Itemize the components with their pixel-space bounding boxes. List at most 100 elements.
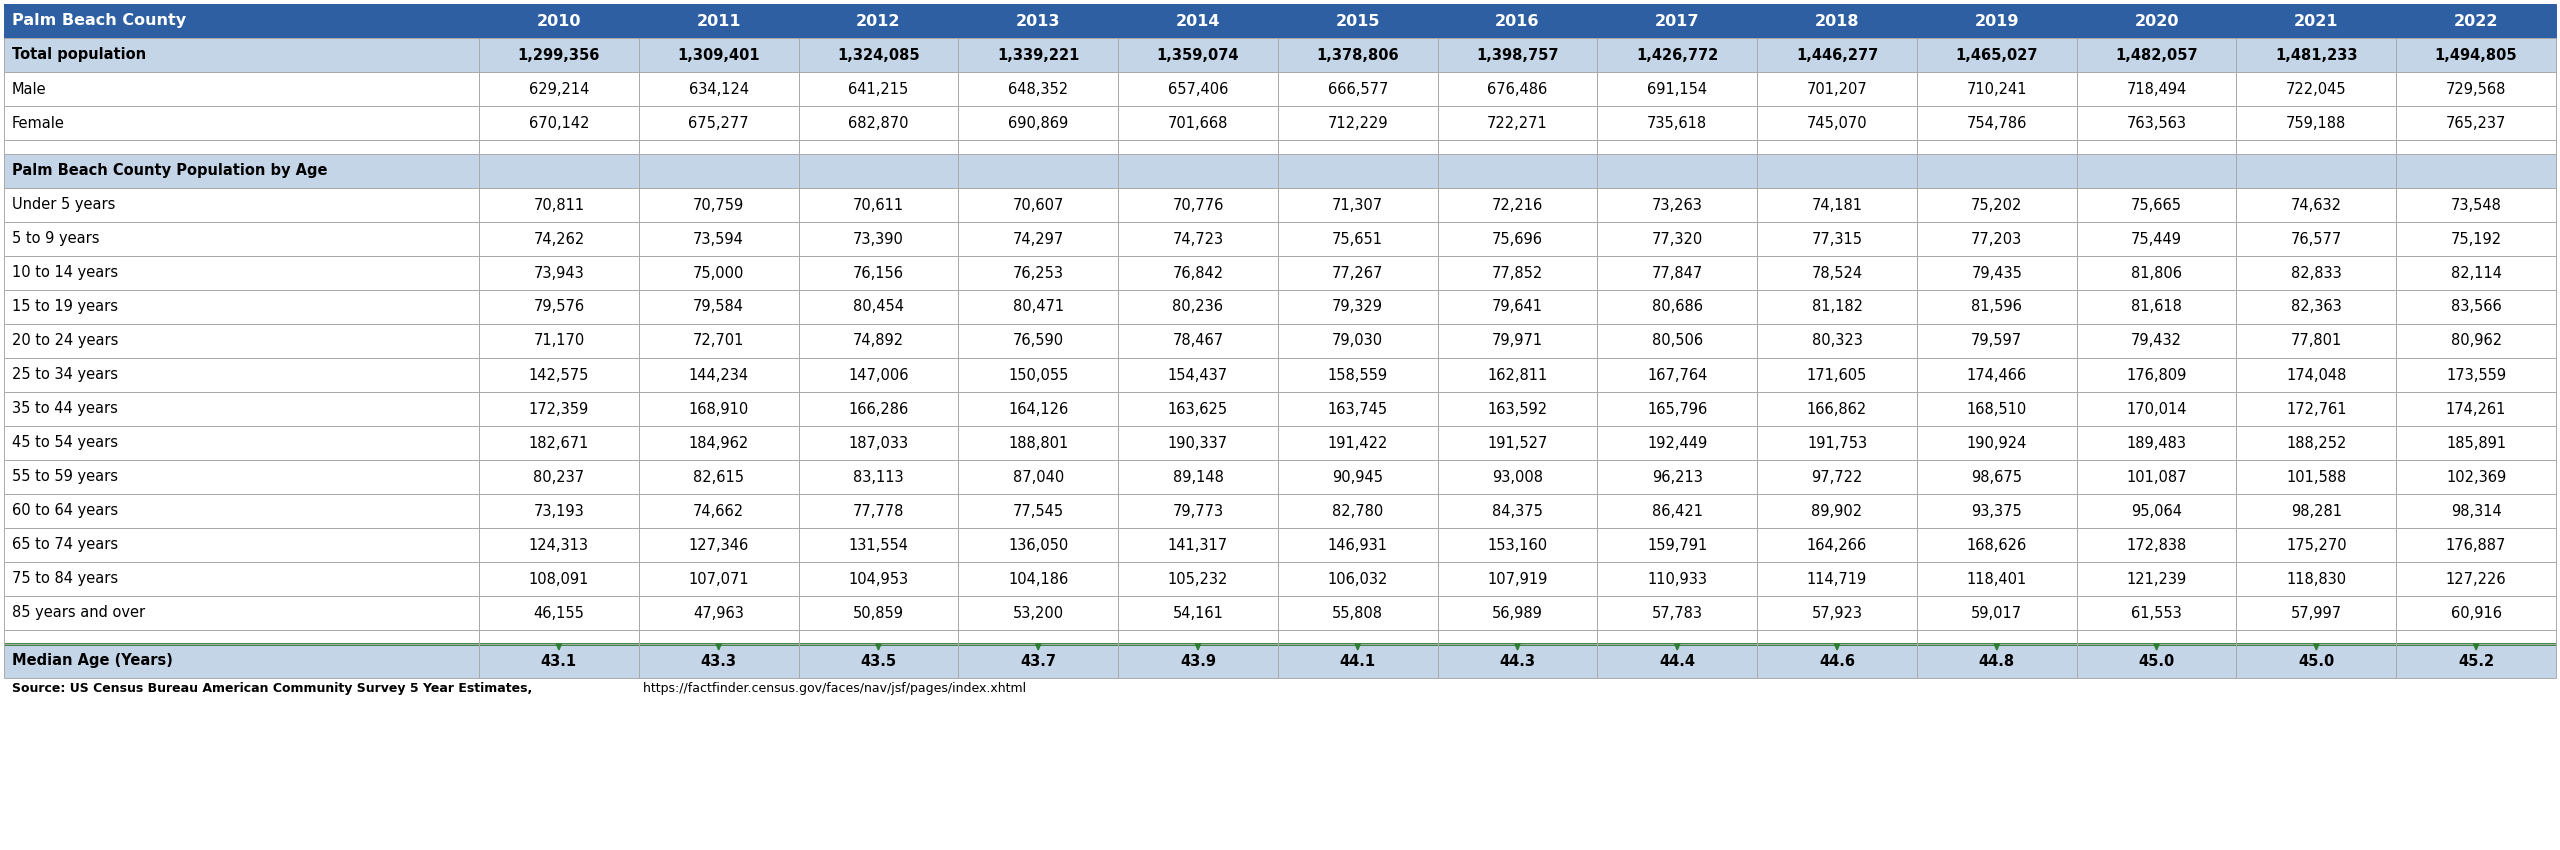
Polygon shape <box>717 644 722 650</box>
Bar <box>479 38 640 72</box>
Bar <box>957 72 1119 106</box>
Bar <box>5 324 479 358</box>
Text: 44.6: 44.6 <box>1820 654 1856 668</box>
Bar <box>1917 106 2076 140</box>
Bar <box>1439 596 1597 630</box>
Bar <box>640 392 799 426</box>
Text: 73,548: 73,548 <box>2450 197 2501 212</box>
Bar <box>1119 528 1277 562</box>
Bar <box>1756 72 1917 106</box>
Text: 43.5: 43.5 <box>860 654 896 668</box>
Text: 185,891: 185,891 <box>2445 435 2506 450</box>
Text: 35 to 44 years: 35 to 44 years <box>13 401 118 416</box>
Bar <box>2396 324 2555 358</box>
Bar <box>5 72 479 106</box>
Text: 1,465,027: 1,465,027 <box>1956 48 2038 63</box>
Text: 98,281: 98,281 <box>2291 503 2342 518</box>
Bar <box>2237 494 2396 528</box>
Bar <box>1119 72 1277 106</box>
Text: 80,962: 80,962 <box>2450 333 2501 348</box>
Bar <box>1439 630 1597 644</box>
Text: 670,142: 670,142 <box>527 116 589 131</box>
Bar <box>2237 528 2396 562</box>
Bar <box>1277 562 1439 596</box>
Polygon shape <box>1674 644 1679 650</box>
Bar <box>2237 188 2396 222</box>
Text: 163,745: 163,745 <box>1329 401 1388 416</box>
Text: 1,299,356: 1,299,356 <box>517 48 599 63</box>
Bar <box>2396 4 2555 38</box>
Bar <box>2396 106 2555 140</box>
Bar <box>1277 392 1439 426</box>
Bar <box>1756 290 1917 324</box>
Bar <box>1439 562 1597 596</box>
Text: 57,783: 57,783 <box>1651 605 1702 620</box>
Text: 57,923: 57,923 <box>1812 605 1864 620</box>
Text: 164,126: 164,126 <box>1009 401 1068 416</box>
Bar <box>1597 644 1756 678</box>
Text: 93,008: 93,008 <box>1492 469 1544 484</box>
Text: 46,155: 46,155 <box>532 605 584 620</box>
Bar <box>5 426 479 460</box>
Bar <box>2076 188 2237 222</box>
Text: 710,241: 710,241 <box>1966 82 2028 97</box>
Bar <box>957 562 1119 596</box>
Text: 81,806: 81,806 <box>2130 265 2181 280</box>
Bar <box>1277 256 1439 290</box>
Bar <box>799 426 957 460</box>
Text: 1,426,772: 1,426,772 <box>1636 48 1718 63</box>
Bar <box>799 460 957 494</box>
Bar <box>2237 256 2396 290</box>
Bar <box>640 528 799 562</box>
Bar <box>1277 4 1439 38</box>
Text: 95,064: 95,064 <box>2130 503 2181 518</box>
Text: 176,887: 176,887 <box>2445 537 2506 553</box>
Text: 74,297: 74,297 <box>1014 231 1065 246</box>
Text: 77,320: 77,320 <box>1651 231 1702 246</box>
Text: 2011: 2011 <box>696 14 740 29</box>
Bar <box>2396 256 2555 290</box>
Polygon shape <box>1354 644 1359 650</box>
Bar <box>479 528 640 562</box>
Bar <box>2076 4 2237 38</box>
Text: 1,494,805: 1,494,805 <box>2435 48 2516 63</box>
Bar <box>1756 4 1917 38</box>
Text: 131,554: 131,554 <box>847 537 909 553</box>
Bar <box>5 528 479 562</box>
Text: Total population: Total population <box>13 48 146 63</box>
Text: 676,486: 676,486 <box>1487 82 1549 97</box>
Text: 73,594: 73,594 <box>694 231 745 246</box>
Bar <box>479 290 640 324</box>
Text: 86,421: 86,421 <box>1651 503 1702 518</box>
Bar <box>1119 494 1277 528</box>
Text: 82,363: 82,363 <box>2291 299 2342 314</box>
Text: 191,422: 191,422 <box>1329 435 1388 450</box>
Text: 168,910: 168,910 <box>689 401 748 416</box>
Bar <box>957 324 1119 358</box>
Bar <box>1756 426 1917 460</box>
Text: 168,626: 168,626 <box>1966 537 2028 553</box>
Bar <box>1597 562 1756 596</box>
Text: 102,369: 102,369 <box>2445 469 2506 484</box>
Text: 76,156: 76,156 <box>852 265 904 280</box>
Text: 80,323: 80,323 <box>1812 333 1864 348</box>
Bar <box>799 392 957 426</box>
Text: 75,192: 75,192 <box>2450 231 2501 246</box>
Bar <box>1439 494 1597 528</box>
Bar <box>957 106 1119 140</box>
Text: 83,113: 83,113 <box>852 469 904 484</box>
Text: 192,449: 192,449 <box>1646 435 1708 450</box>
Bar <box>957 392 1119 426</box>
Bar <box>2237 596 2396 630</box>
Text: 98,314: 98,314 <box>2450 503 2501 518</box>
Bar <box>1439 154 1597 188</box>
Bar <box>957 644 1119 678</box>
Bar <box>1119 630 1277 644</box>
Bar <box>479 644 640 678</box>
Bar <box>1597 140 1756 154</box>
Bar <box>1597 72 1756 106</box>
Text: 691,154: 691,154 <box>1646 82 1708 97</box>
Text: 184,962: 184,962 <box>689 435 748 450</box>
Text: 190,924: 190,924 <box>1966 435 2028 450</box>
Text: 47,963: 47,963 <box>694 605 745 620</box>
